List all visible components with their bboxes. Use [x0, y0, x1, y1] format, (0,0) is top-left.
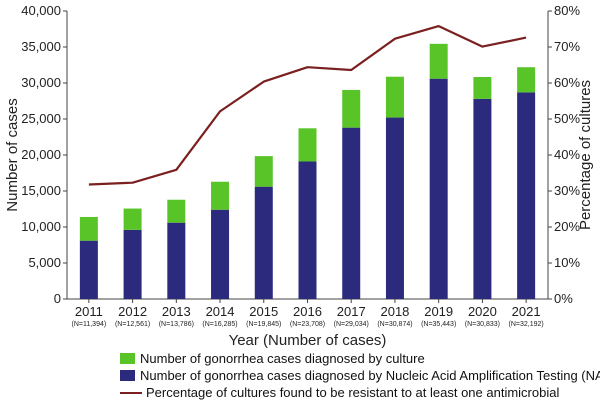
chart: 0 5,000 10,000 15,000 20,000 25,000 30,000 35,0… — [4, 3, 594, 349]
resistance-line — [88, 25, 527, 186]
y-tick-label: 35,000 — [21, 39, 61, 54]
resistance-swatch — [120, 391, 142, 394]
bar-naat — [211, 209, 230, 299]
legend-label-naat: Number of gonorrhea cases diagnosed by N… — [140, 368, 600, 383]
y2-tick-label: 10% — [554, 255, 580, 270]
x-tick-sublabel: (N=35,443) — [421, 321, 456, 328]
y-tick-label: 40,000 — [21, 3, 61, 18]
x-tick-sublabel: (N=30,874) — [377, 321, 412, 328]
y2-tick-label: 20% — [554, 219, 580, 234]
x-tick-label: 2016 — [293, 304, 322, 319]
bar-naat — [385, 117, 404, 299]
bar-naat — [298, 161, 317, 299]
bar-culture — [79, 216, 98, 241]
x-tick-label: 2019 — [424, 304, 453, 319]
x-tick-label: 2012 — [118, 304, 147, 319]
bar-culture — [342, 89, 361, 128]
y-tick-label: 15,000 — [21, 183, 61, 198]
y-tick-label: 5,000 — [28, 255, 61, 270]
x-tick-label: 2021 — [512, 304, 541, 319]
bar-culture — [298, 128, 317, 162]
x-tick-label: 2015 — [249, 304, 278, 319]
culture-swatch — [120, 353, 135, 364]
y2-axis-title: Percentage of cultures — [577, 80, 594, 230]
bar-naat — [342, 127, 361, 299]
y2-tick-label: 40% — [554, 147, 580, 162]
y-tick-label: 10,000 — [21, 219, 61, 234]
x-tick-sublabel: (N=30,833) — [465, 321, 500, 328]
x-axis-title: Year (Number of cases) — [229, 332, 387, 349]
x-tick-sublabel: (N=32,192) — [509, 321, 544, 328]
bar-naat — [254, 186, 273, 299]
y2-tick-label: 0% — [554, 291, 573, 306]
x-tick-label: 2017 — [337, 304, 366, 319]
bar-naat — [473, 98, 492, 299]
x-tick-sublabel: (N=23,708) — [290, 321, 325, 328]
bar-naat — [517, 92, 536, 299]
x-tick-sublabel: (N=13,786) — [159, 321, 194, 328]
x-tick-sublabel: (N=16,285) — [202, 321, 237, 328]
bar-culture — [385, 76, 404, 118]
x-tick-label: 2014 — [206, 304, 235, 319]
x-tick-label: 2020 — [468, 304, 497, 319]
x-tick-sublabel: (N=29,034) — [334, 321, 369, 328]
bar-naat — [429, 78, 448, 300]
bar-naat — [123, 229, 142, 299]
y2-tick-label: 80% — [554, 3, 580, 18]
bar-culture — [167, 199, 186, 223]
legend-item-resistance: Percentage of cultures found to be resis… — [120, 384, 590, 401]
bar-culture — [254, 156, 273, 187]
legend-item-culture: Number of gonorrhea cases diagnosed by c… — [120, 350, 590, 367]
x-tick-label: 2013 — [162, 304, 191, 319]
legend: Number of gonorrhea cases diagnosed by c… — [120, 350, 600, 401]
y-axis-title: Number of cases — [4, 98, 21, 211]
bar-culture — [473, 77, 492, 99]
y2-tick-label: 70% — [554, 39, 580, 54]
x-tick-label: 2018 — [380, 304, 409, 319]
y-tick-label: 30,000 — [21, 75, 61, 90]
legend-label-resistance: Percentage of cultures found to be resis… — [146, 385, 560, 400]
legend-label-culture: Number of gonorrhea cases diagnosed by c… — [140, 351, 425, 366]
x-tick-sublabel: (N=12,561) — [115, 321, 150, 328]
y-tick-label: 0 — [54, 291, 61, 306]
bar-culture — [211, 181, 230, 210]
bar-culture — [429, 43, 448, 79]
legend-item-naat: Number of gonorrhea cases diagnosed by N… — [120, 367, 600, 384]
y-tick-label: 25,000 — [21, 111, 61, 126]
y2-tick-label: 30% — [554, 183, 580, 198]
bar-naat — [167, 222, 186, 299]
naat-swatch — [120, 370, 135, 381]
x-tick-sublabel: (N=19,845) — [246, 321, 281, 328]
bar-culture — [123, 208, 142, 230]
x-tick-label: 2011 — [75, 304, 103, 319]
y-tick-label: 20,000 — [21, 147, 61, 162]
bar-culture — [517, 67, 536, 93]
bar-naat — [79, 240, 98, 299]
y2-tick-label: 60% — [554, 75, 580, 90]
y2-tick-label: 50% — [554, 111, 580, 126]
x-tick-sublabel: (N=11,394) — [72, 321, 107, 328]
